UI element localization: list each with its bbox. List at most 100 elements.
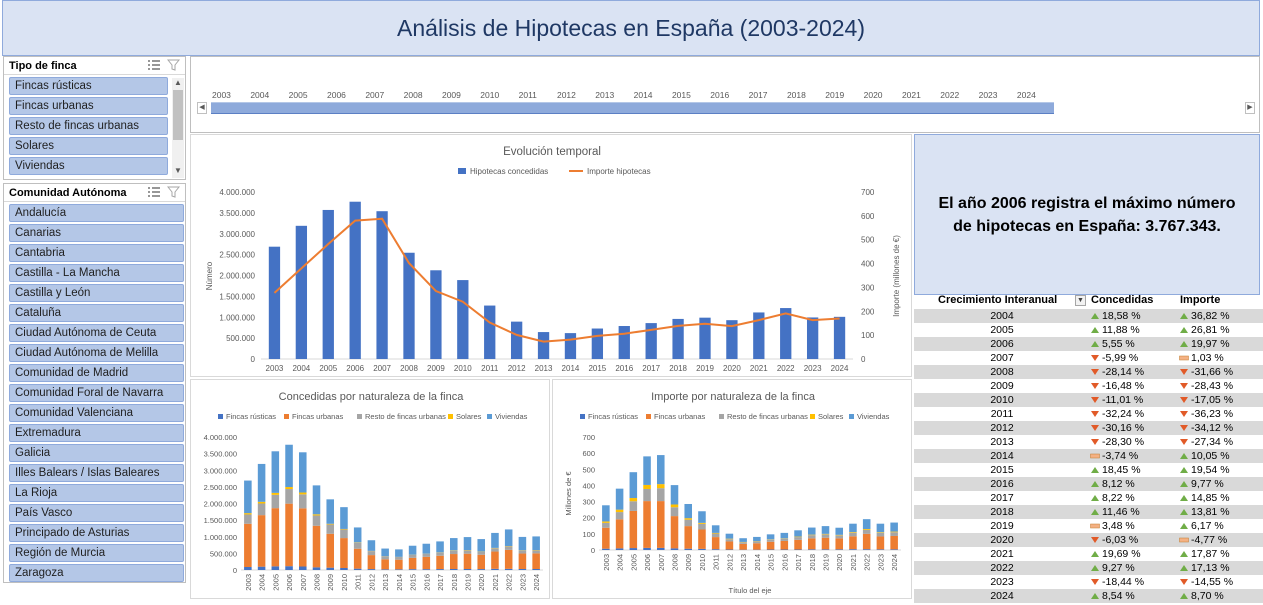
- bar-segment: [890, 536, 898, 549]
- slicer-item-tipo[interactable]: Viviendas: [9, 157, 168, 175]
- timeline-year[interactable]: 2024: [1017, 90, 1036, 100]
- timeline-scroll-right-icon[interactable]: ▶: [1245, 102, 1255, 114]
- timeline-year[interactable]: 2004: [250, 90, 269, 100]
- scroll-thumb[interactable]: [173, 90, 183, 140]
- scroll-down-icon[interactable]: ▼: [172, 166, 184, 176]
- clear-filter-icon[interactable]: [167, 186, 181, 199]
- bar-segment: [354, 549, 362, 569]
- slicer-item-ccaa[interactable]: Castilla - La Mancha: [9, 264, 184, 282]
- bar-segment: [602, 521, 610, 522]
- timeline-year[interactable]: 2014: [634, 90, 653, 100]
- timeline-year[interactable]: 2011: [519, 90, 537, 100]
- slicer-item-ccaa[interactable]: Comunidad de Madrid: [9, 364, 184, 382]
- filter-dropdown-icon[interactable]: ▼: [1075, 295, 1086, 306]
- slicer-item-ccaa[interactable]: Canarias: [9, 224, 184, 242]
- x-tick-label: 2009: [684, 554, 693, 571]
- x-tick-label: 2006: [346, 364, 364, 373]
- x-tick-label: 2012: [725, 554, 734, 571]
- timeline-scroll-left-icon[interactable]: ◀: [197, 102, 207, 114]
- bar-segment: [712, 525, 720, 533]
- timeline-year[interactable]: 2016: [710, 90, 729, 100]
- growth-year: 2013: [978, 435, 1026, 449]
- bar-segment: [739, 542, 747, 544]
- slicer-item-ccaa[interactable]: Illes Balears / Islas Baleares: [9, 464, 184, 482]
- timeline-year[interactable]: 2013: [595, 90, 614, 100]
- x-tick-label: 2019: [822, 554, 831, 571]
- growth-importe-value: 19,97 %: [1191, 337, 1230, 351]
- timeline-year[interactable]: 2018: [787, 90, 806, 100]
- timeline-year[interactable]: 2019: [825, 90, 844, 100]
- timeline-year[interactable]: 2008: [404, 90, 423, 100]
- bar-segment: [712, 533, 720, 534]
- scrollbar[interactable]: ▲ ▼: [172, 78, 184, 178]
- clear-filter-icon[interactable]: [167, 59, 181, 72]
- bar-segment: [381, 556, 389, 559]
- x-tick-label: 2008: [671, 554, 680, 571]
- slicer-item-ccaa[interactable]: Cantabria: [9, 244, 184, 262]
- timeline-selection-bar[interactable]: [211, 102, 1054, 114]
- growth-year: 2008: [978, 365, 1026, 379]
- slicer-item-ccaa[interactable]: Región de Murcia: [9, 544, 184, 562]
- slicer-item-ccaa[interactable]: Galicia: [9, 444, 184, 462]
- slicer-item-tipo[interactable]: Resto de fincas urbanas: [9, 117, 168, 135]
- growth-importe-value: 8,70 %: [1191, 589, 1224, 603]
- timeline-year[interactable]: 2023: [979, 90, 998, 100]
- y-tick-label: 4.000.000: [219, 188, 255, 197]
- slicer-item-tipo[interactable]: Solares: [9, 137, 168, 155]
- growth-concedidas: 8,22 %: [1090, 491, 1135, 505]
- timeline-year[interactable]: 2015: [672, 90, 691, 100]
- slicer-item-ccaa[interactable]: Andalucía: [9, 204, 184, 222]
- timeline-year[interactable]: 2022: [940, 90, 959, 100]
- slicer-item-ccaa[interactable]: Ciudad Autónoma de Ceuta: [9, 324, 184, 342]
- timeline-year[interactable]: 2017: [749, 90, 768, 100]
- growth-importe-value: 26,81 %: [1191, 323, 1230, 337]
- growth-concedidas: 18,58 %: [1090, 309, 1141, 323]
- bar-segment: [272, 566, 280, 570]
- bar-segment: [863, 534, 871, 549]
- timeline-year[interactable]: 2003: [212, 90, 231, 100]
- timeline-year[interactable]: 2020: [864, 90, 883, 100]
- bar-segment: [313, 515, 321, 525]
- bar-segment: [602, 505, 610, 521]
- multi-select-icon[interactable]: [147, 186, 161, 199]
- bar-segment: [684, 504, 692, 518]
- slicer-item-ccaa[interactable]: Principado de Asturias: [9, 524, 184, 542]
- timeline-year[interactable]: 2021: [902, 90, 921, 100]
- bar-segment: [477, 555, 485, 569]
- bar-hipotecas: [484, 306, 495, 359]
- timeline-year[interactable]: 2009: [442, 90, 461, 100]
- scroll-up-icon[interactable]: ▲: [172, 78, 184, 88]
- trend-down-icon: [1090, 410, 1100, 418]
- bar-segment: [863, 549, 871, 550]
- legend-label: Fincas rústicas: [226, 412, 276, 421]
- timeline-year[interactable]: 2005: [289, 90, 308, 100]
- table-row: 2012-30,16 %-34,12 %: [914, 421, 1263, 435]
- bar-segment: [368, 551, 376, 555]
- slicer-item-ccaa[interactable]: Zaragoza: [9, 564, 184, 582]
- x-tick-label: 2011: [481, 364, 499, 373]
- slicer-item-tipo[interactable]: Fincas rústicas: [9, 77, 168, 95]
- slicer-item-ccaa[interactable]: Castilla y León: [9, 284, 184, 302]
- slicer-item-ccaa[interactable]: País Vasco: [9, 504, 184, 522]
- bar-segment: [671, 504, 679, 507]
- slicer-item-ccaa[interactable]: Comunidad Valenciana: [9, 404, 184, 422]
- timeline-year[interactable]: 2007: [365, 90, 384, 100]
- growth-importe-value: -31,66 %: [1191, 365, 1233, 379]
- timeline-year[interactable]: 2010: [480, 90, 499, 100]
- y-tick-label: 300: [582, 498, 595, 507]
- multi-select-icon[interactable]: [147, 59, 161, 72]
- slicer-item-ccaa[interactable]: Ciudad Autónoma de Melilla: [9, 344, 184, 362]
- bar-segment: [698, 529, 706, 548]
- timeline-year[interactable]: 2012: [557, 90, 576, 100]
- slicer-item-ccaa[interactable]: Cataluña: [9, 304, 184, 322]
- timeline-year[interactable]: 2006: [327, 90, 346, 100]
- bar-segment: [808, 535, 816, 538]
- slicer-item-ccaa[interactable]: La Rioja: [9, 484, 184, 502]
- y-tick-label: 100: [582, 530, 595, 539]
- slicer-item-tipo[interactable]: Fincas urbanas: [9, 97, 168, 115]
- x-tick-label: 2022: [777, 364, 795, 373]
- slicer-item-ccaa[interactable]: Extremadura: [9, 424, 184, 442]
- slicer-item-ccaa[interactable]: Comunidad Foral de Navarra: [9, 384, 184, 402]
